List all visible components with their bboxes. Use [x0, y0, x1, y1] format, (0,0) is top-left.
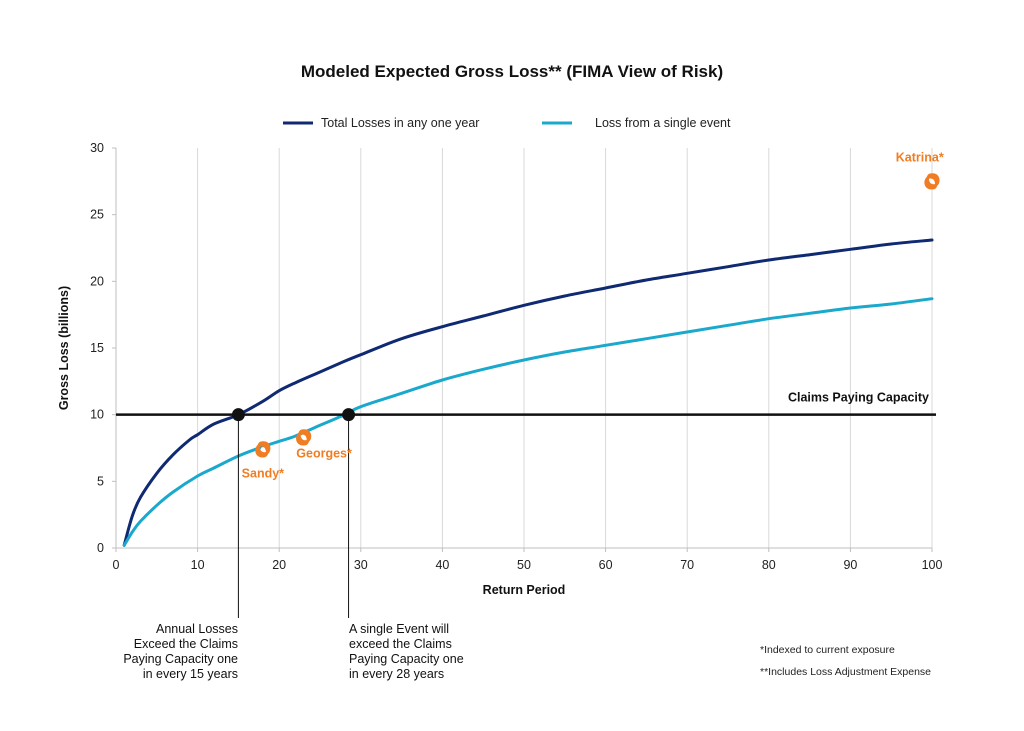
hurricane-icon [924, 173, 940, 190]
x-tick-label: 40 [435, 558, 449, 572]
crossing-point [231, 408, 245, 422]
hurricane-eye [301, 435, 306, 440]
x-tick-label: 30 [354, 558, 368, 572]
crossing-point [342, 408, 356, 422]
single-event-note: A single Event will exceed the Claims Pa… [349, 622, 464, 681]
claims-paying-capacity-label: Claims Paying Capacity [788, 391, 929, 405]
y-tick-label: 30 [90, 141, 104, 155]
axes [112, 147, 933, 552]
footnote-includes: **Includes Loss Adjustment Expense [760, 666, 932, 678]
crossing-markers [231, 408, 356, 422]
storm-label: Katrina* [896, 150, 944, 164]
x-tick-label: 20 [272, 558, 286, 572]
series-lines [122, 238, 934, 547]
annual-losses-note: Annual Losses Exceed the Claims Paying C… [123, 622, 238, 681]
hurricane-eye [260, 447, 266, 452]
y-tick-label: 15 [90, 341, 104, 355]
legend-label-total: Total Losses in any one year [321, 116, 479, 130]
y-tick-label: 20 [90, 274, 104, 288]
x-tick-label: 90 [843, 558, 857, 572]
chart-title: Modeled Expected Gross Loss** (FIMA View… [301, 62, 723, 81]
x-tick-label: 80 [762, 558, 776, 572]
hurricane-arm-bottom [255, 441, 269, 458]
hurricane-arm-bottom [924, 173, 938, 190]
leader-lines [237, 414, 350, 618]
legend: Total Losses in any one year Loss from a… [283, 116, 731, 130]
x-tick-labels: 0 10 20 30 40 50 60 70 80 90 100 [113, 558, 943, 572]
grid [197, 148, 933, 548]
legend-label-single: Loss from a single event [595, 116, 731, 130]
y-tick-label: 10 [90, 408, 104, 422]
hurricane-icon [255, 441, 271, 458]
y-tick-label: 5 [97, 474, 104, 488]
y-tick-label: 0 [97, 541, 104, 555]
x-tick-label: 70 [680, 558, 694, 572]
hurricane-eye [929, 179, 935, 184]
x-tick-label: 50 [517, 558, 531, 572]
series-line-total-losses [122, 238, 934, 547]
y-tick-label: 25 [90, 208, 104, 222]
x-axis-label: Return Period [483, 583, 566, 597]
footnote-indexed: *Indexed to current exposure [760, 644, 895, 656]
y-axis-label: Gross Loss (billions) [57, 286, 71, 410]
storm-label: Sandy* [242, 466, 285, 480]
hurricane-icon [296, 429, 312, 446]
hurricane-arm-bottom [296, 429, 309, 446]
y-tick-labels: 0 5 10 15 20 25 30 [90, 141, 104, 555]
x-tick-label: 60 [599, 558, 613, 572]
x-tick-label: 100 [922, 558, 943, 572]
storm-markers: Sandy* Georges* Katrina* [242, 150, 944, 480]
x-tick-label: 10 [191, 558, 205, 572]
storm-label: Georges* [296, 446, 352, 460]
series-line-single-event [122, 297, 934, 547]
x-tick-label: 0 [113, 558, 120, 572]
capacity-line-group: Claims Paying Capacity [116, 391, 936, 416]
